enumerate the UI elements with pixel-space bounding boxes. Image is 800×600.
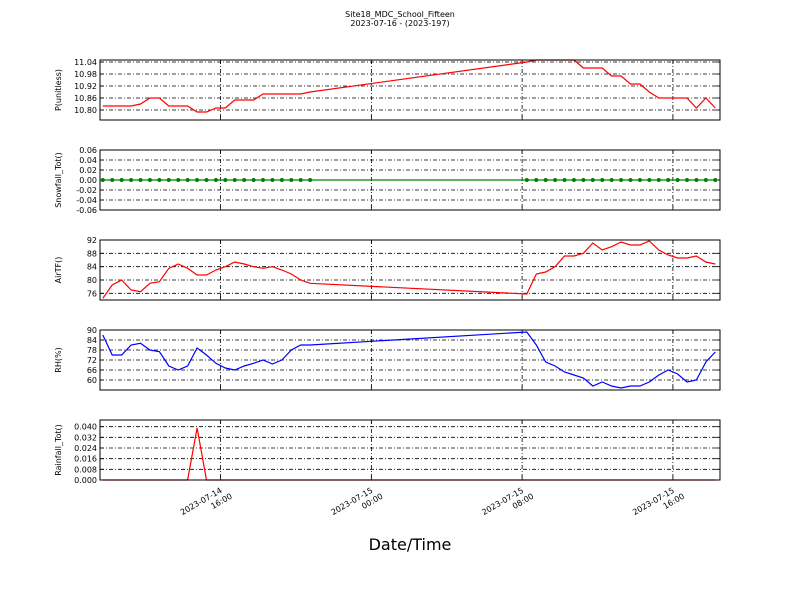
data-point	[242, 178, 247, 182]
y-tick-label: 78	[87, 346, 97, 355]
plot-frame	[99, 149, 721, 211]
data-point	[571, 178, 576, 182]
y-tick-label: 90	[87, 326, 97, 335]
y-axis-label: Snowfall_Tot()	[54, 152, 63, 208]
y-tick-label: 72	[87, 356, 97, 365]
data-point	[147, 178, 152, 182]
y-tick-label: 84	[87, 336, 97, 345]
data-point	[100, 178, 105, 182]
y-tick-label: 0.02	[79, 166, 97, 175]
y-tick-label: 10.86	[74, 94, 97, 103]
y-tick-label: 0.032	[74, 433, 97, 442]
y-tick-label: 10.80	[74, 106, 97, 115]
y-tick-label: 66	[87, 366, 97, 375]
data-point	[647, 178, 652, 182]
data-point	[157, 178, 162, 182]
data-point	[270, 178, 275, 182]
data-point	[308, 178, 313, 182]
data-line	[102, 331, 716, 389]
y-axis-label: P(unitless)	[54, 69, 63, 111]
data-point	[666, 178, 671, 182]
data-point	[524, 178, 529, 182]
y-tick-label: 10.92	[74, 82, 97, 91]
data-point	[261, 178, 266, 182]
data-point	[204, 178, 209, 182]
plot-frame	[99, 329, 721, 391]
data-point	[637, 178, 642, 182]
data-point	[553, 178, 558, 182]
y-tick-label: 88	[87, 249, 97, 258]
data-point	[685, 178, 690, 182]
y-tick-label: 0.000	[74, 476, 97, 485]
data-point	[213, 178, 218, 182]
y-tick-label: 0.04	[79, 156, 97, 165]
data-point	[138, 178, 143, 182]
data-line	[102, 59, 716, 113]
data-point	[251, 178, 256, 182]
y-tick-label: 84	[87, 263, 97, 272]
data-point	[279, 178, 284, 182]
data-point	[609, 178, 614, 182]
data-point	[694, 178, 699, 182]
y-tick-label: 60	[87, 376, 97, 385]
data-point	[628, 178, 633, 182]
data-point	[129, 178, 134, 182]
y-axis-label: RH(%)	[54, 347, 63, 372]
y-tick-label: 0.008	[74, 465, 97, 474]
y-tick-label: -0.02	[76, 186, 97, 195]
data-point	[176, 178, 181, 182]
y-tick-label: 0.016	[74, 455, 97, 464]
data-point	[619, 178, 624, 182]
data-point	[166, 178, 171, 182]
y-tick-label: 0.00	[79, 176, 97, 185]
data-point	[110, 178, 115, 182]
plot-frame	[99, 419, 721, 481]
plot-frame	[99, 239, 721, 301]
data-point	[195, 178, 200, 182]
data-point	[562, 178, 567, 182]
y-tick-label: 0.040	[74, 423, 97, 432]
y-tick-label: 0.06	[79, 146, 97, 155]
data-point	[289, 178, 294, 182]
plot-frame	[99, 59, 721, 121]
y-tick-label: 10.98	[74, 70, 97, 79]
data-point	[534, 178, 539, 182]
data-point	[223, 178, 228, 182]
data-point	[298, 178, 303, 182]
data-point	[656, 178, 661, 182]
data-point	[600, 178, 605, 182]
data-point	[713, 178, 718, 182]
y-axis-label: AirTF()	[54, 257, 63, 284]
y-axis-label: Rainfall_Tot()	[54, 424, 63, 476]
y-tick-label: 11.04	[74, 58, 97, 67]
data-point	[543, 178, 548, 182]
data-point	[703, 178, 708, 182]
data-point	[119, 178, 124, 182]
data-point	[581, 178, 586, 182]
y-tick-label: -0.06	[76, 206, 97, 215]
y-tick-label: -0.04	[76, 196, 97, 205]
data-point	[590, 178, 595, 182]
data-point	[675, 178, 680, 182]
y-tick-label: 80	[87, 276, 97, 285]
subtitle: 2023-07-16 - (2023-197)	[350, 19, 449, 28]
title: Site18_MDC_School_Fifteen	[345, 10, 455, 19]
data-point	[185, 178, 190, 182]
y-tick-label: 0.024	[74, 444, 97, 453]
y-tick-label: 92	[87, 236, 97, 245]
data-line	[102, 240, 716, 299]
data-point	[232, 178, 237, 182]
x-axis-label: Date/Time	[369, 535, 452, 554]
y-tick-label: 76	[87, 289, 97, 298]
